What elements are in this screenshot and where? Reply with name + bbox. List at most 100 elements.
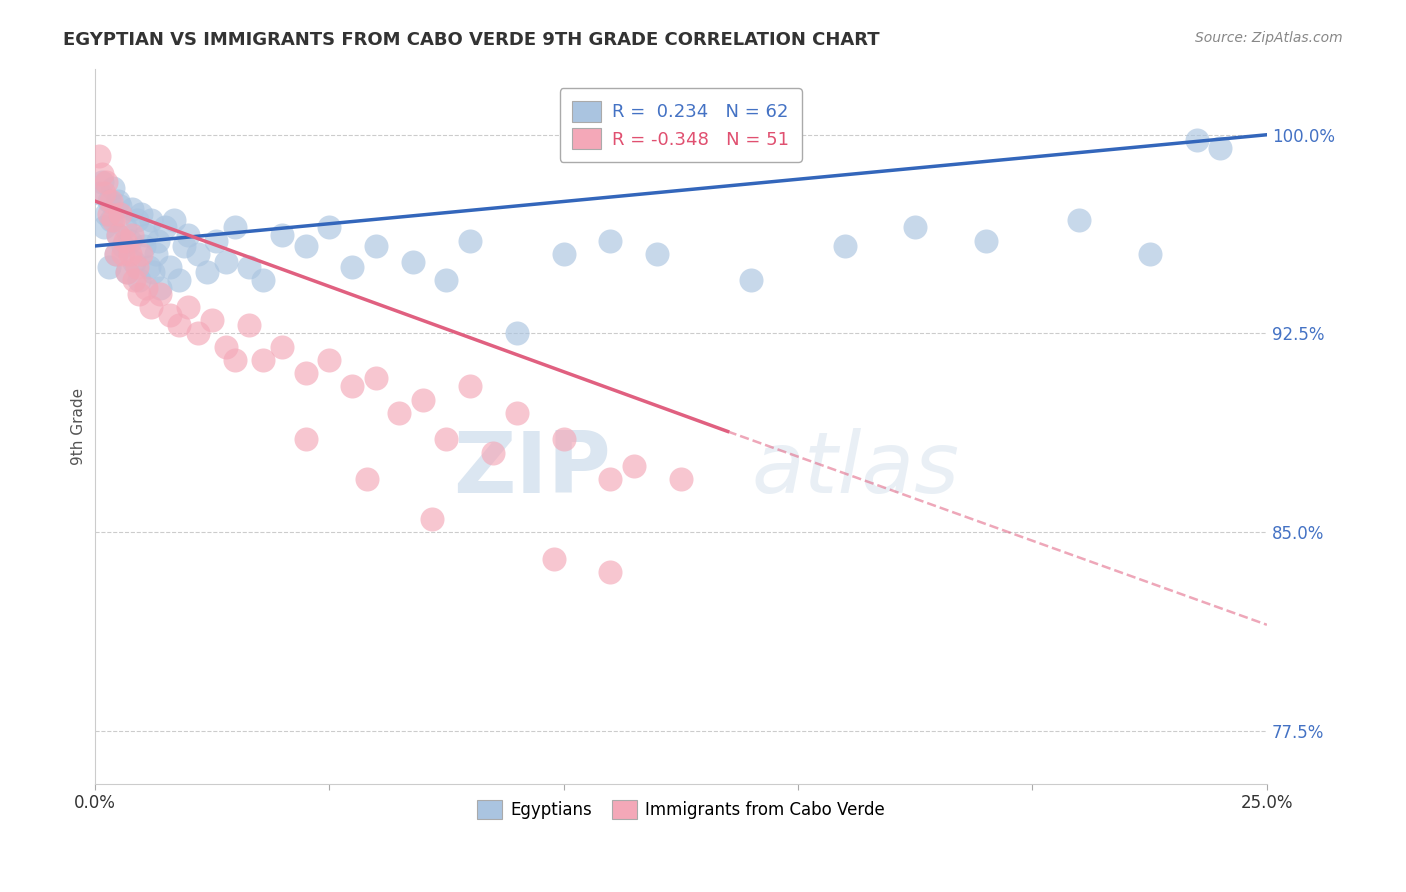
Point: [103, 180, 125, 194]
Point: [117, 265, 139, 279]
Point: [1209, 141, 1232, 155]
Point: [135, 228, 157, 243]
Point: [110, 199, 132, 213]
Point: [294, 433, 316, 447]
Point: [128, 273, 150, 287]
Point: [434, 273, 457, 287]
Point: [177, 228, 200, 243]
Point: [458, 379, 481, 393]
Text: Source: ZipAtlas.com: Source: ZipAtlas.com: [1195, 31, 1343, 45]
Point: [505, 406, 527, 420]
Point: [294, 239, 316, 253]
Point: [103, 212, 125, 227]
Point: [100, 194, 122, 208]
Point: [215, 340, 238, 354]
Legend: Egyptians, Immigrants from Cabo Verde: Egyptians, Immigrants from Cabo Verde: [470, 793, 891, 825]
Point: [104, 247, 127, 261]
Point: [121, 228, 143, 243]
Point: [167, 273, 190, 287]
Point: [195, 265, 218, 279]
Point: [146, 234, 169, 248]
Point: [97, 207, 120, 221]
Point: [364, 239, 387, 253]
Point: [599, 234, 621, 248]
Point: [163, 212, 186, 227]
Point: [173, 239, 195, 253]
Point: [187, 247, 209, 261]
Point: [104, 247, 127, 261]
Point: [97, 260, 120, 275]
Point: [131, 207, 153, 221]
Point: [97, 194, 120, 208]
Point: [118, 234, 141, 248]
Point: [187, 326, 209, 341]
Point: [224, 220, 246, 235]
Point: [543, 551, 565, 566]
Point: [974, 234, 997, 248]
Point: [145, 247, 167, 261]
Point: [90, 176, 112, 190]
Point: [238, 260, 260, 275]
Point: [238, 318, 260, 333]
Point: [434, 433, 457, 447]
Text: EGYPTIAN VS IMMIGRANTS FROM CABO VERDE 9TH GRADE CORRELATION CHART: EGYPTIAN VS IMMIGRANTS FROM CABO VERDE 9…: [63, 31, 880, 49]
Point: [107, 228, 129, 243]
Point: [599, 472, 621, 486]
Point: [139, 300, 162, 314]
Point: [110, 207, 132, 221]
Point: [125, 260, 148, 275]
Point: [318, 220, 340, 235]
Point: [599, 565, 621, 579]
Point: [645, 247, 668, 261]
Point: [177, 300, 200, 314]
Point: [121, 202, 143, 216]
Point: [904, 220, 927, 235]
Point: [89, 149, 111, 163]
Point: [100, 212, 122, 227]
Point: [388, 406, 411, 420]
Text: atlas: atlas: [751, 427, 959, 510]
Point: [111, 247, 134, 261]
Point: [124, 273, 146, 287]
Point: [159, 260, 181, 275]
Point: [114, 234, 136, 248]
Point: [834, 239, 856, 253]
Text: ZIP: ZIP: [453, 427, 610, 510]
Point: [128, 286, 150, 301]
Point: [139, 212, 162, 227]
Point: [89, 186, 111, 200]
Point: [117, 265, 139, 279]
Point: [149, 281, 172, 295]
Point: [153, 220, 176, 235]
Point: [135, 281, 157, 295]
Point: [252, 352, 274, 367]
Point: [96, 176, 118, 190]
Point: [740, 273, 762, 287]
Point: [623, 458, 645, 473]
Point: [167, 318, 190, 333]
Point: [412, 392, 434, 407]
Point: [138, 260, 160, 275]
Point: [114, 220, 136, 235]
Point: [224, 352, 246, 367]
Point: [342, 379, 364, 393]
Point: [553, 247, 575, 261]
Point: [93, 220, 115, 235]
Point: [271, 228, 294, 243]
Point: [420, 512, 443, 526]
Point: [118, 247, 141, 261]
Point: [669, 472, 692, 486]
Point: [553, 433, 575, 447]
Point: [342, 260, 364, 275]
Point: [271, 340, 294, 354]
Y-axis label: 9th Grade: 9th Grade: [72, 387, 86, 465]
Point: [1185, 133, 1208, 147]
Point: [215, 255, 238, 269]
Point: [1069, 212, 1091, 227]
Point: [364, 371, 387, 385]
Point: [149, 286, 172, 301]
Point: [107, 228, 129, 243]
Point: [201, 313, 224, 327]
Point: [356, 472, 378, 486]
Point: [90, 168, 112, 182]
